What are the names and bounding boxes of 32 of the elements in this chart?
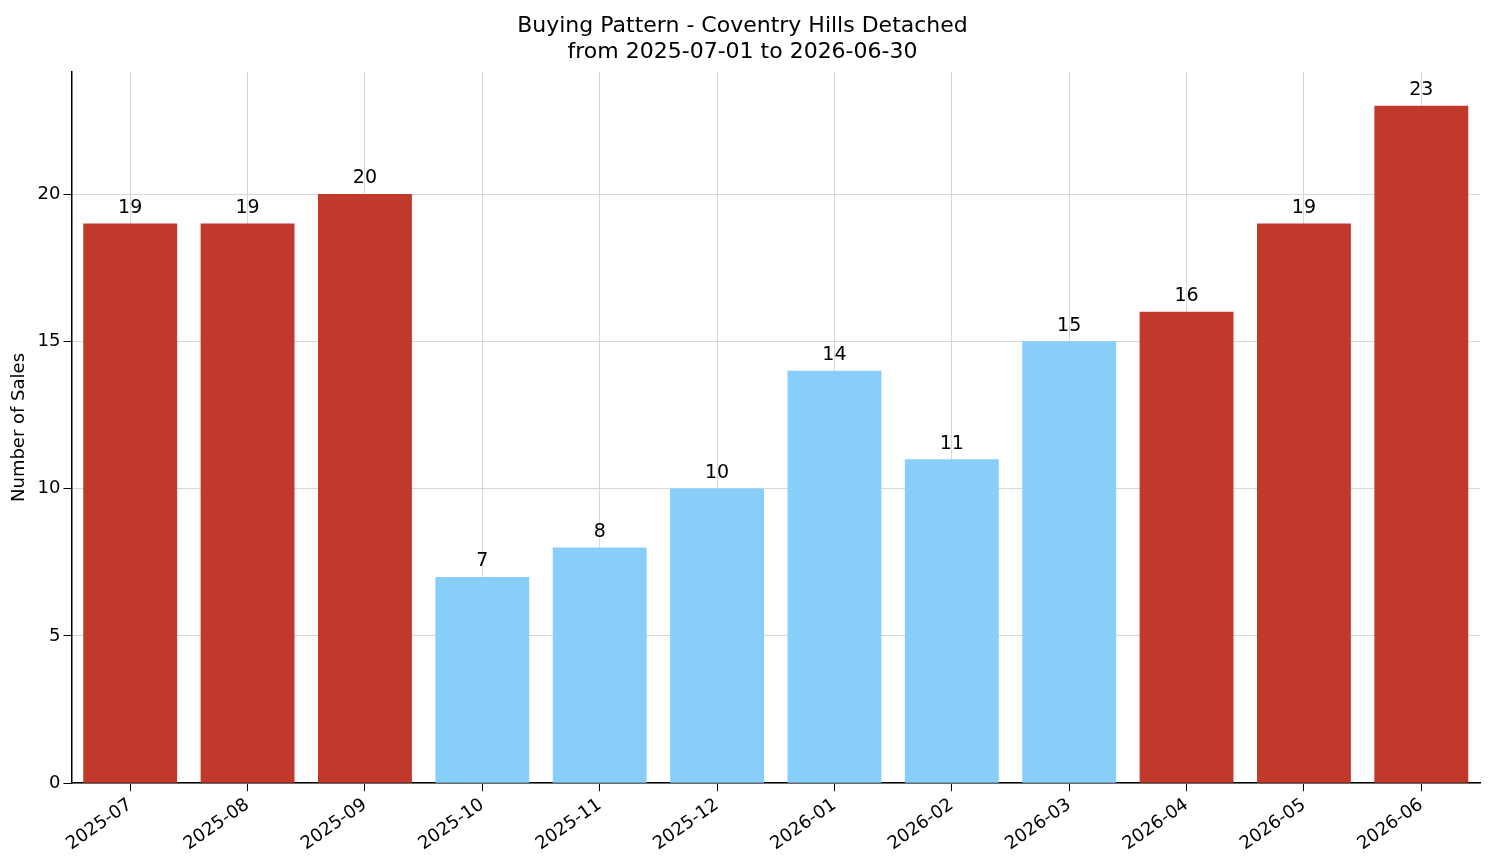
y-tick-label: 15 [37, 329, 61, 350]
chart-title: Buying Pattern - Coventry Hills Detached [517, 11, 968, 37]
y-axis-title: Number of Sales [7, 352, 29, 502]
data-label: 15 [1057, 312, 1082, 335]
bar [83, 223, 178, 783]
y-tick-label: 20 [37, 181, 61, 203]
y-tick-label: 0 [49, 770, 61, 792]
bar [787, 370, 882, 783]
data-label: 19 [118, 194, 143, 217]
bar [552, 547, 647, 783]
data-label: 23 [1409, 77, 1434, 100]
bar [435, 576, 530, 783]
data-label: 7 [476, 548, 489, 571]
y-tick-label: 10 [37, 476, 61, 498]
data-label: 10 [704, 460, 730, 483]
bar [1022, 341, 1117, 783]
data-label: 8 [593, 518, 606, 541]
bar [670, 488, 765, 783]
y-tick-label: 5 [49, 623, 61, 645]
bar [1139, 311, 1234, 783]
data-label: 20 [352, 165, 378, 188]
data-label: 19 [1291, 194, 1317, 217]
data-label: 11 [939, 430, 964, 453]
data-label: 19 [235, 194, 260, 217]
data-label: 14 [822, 342, 847, 365]
chart-subtitle: from 2025-07-01 to 2026-06-30 [567, 38, 918, 64]
bar [904, 459, 999, 783]
bar [200, 223, 295, 783]
bar [1256, 223, 1351, 783]
bar [1374, 105, 1469, 783]
bar [317, 194, 412, 783]
data-label: 16 [1174, 283, 1199, 306]
